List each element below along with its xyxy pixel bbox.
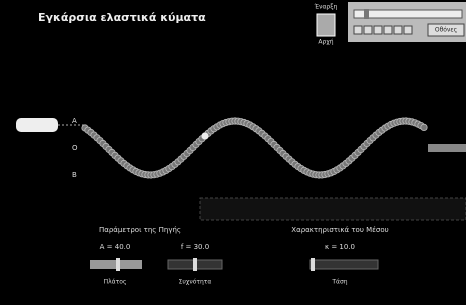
slider-readout: A = 40.0 bbox=[100, 243, 131, 251]
start-button[interactable] bbox=[317, 14, 335, 36]
slider-readout: f = 30.0 bbox=[181, 243, 209, 251]
page: Εγκάρσια ελαστικά κύματα Έναρξη Αρχή Οθό… bbox=[0, 0, 466, 305]
tool-button[interactable] bbox=[404, 26, 412, 34]
section-title: Χαρακτηριστικά του Μέσου bbox=[291, 226, 388, 234]
slider-knob[interactable] bbox=[311, 258, 315, 271]
point-label: O bbox=[72, 144, 78, 152]
slider-readout: κ = 10.0 bbox=[325, 243, 355, 251]
start-label: Έναρξη bbox=[314, 4, 338, 11]
tool-button[interactable] bbox=[354, 26, 362, 34]
slider-knob[interactable] bbox=[193, 258, 197, 271]
slider[interactable] bbox=[310, 260, 378, 269]
background bbox=[0, 0, 466, 305]
marked-bead bbox=[202, 133, 209, 140]
wave-bead bbox=[421, 124, 427, 130]
ruler bbox=[200, 198, 466, 220]
slider-label: Τάση bbox=[331, 279, 347, 286]
title: Εγκάρσια ελαστικά κύματα bbox=[38, 11, 206, 24]
tool-button[interactable] bbox=[374, 26, 382, 34]
string-tail bbox=[428, 144, 466, 152]
slider-label: Συχνότητα bbox=[179, 279, 212, 286]
tool-button[interactable] bbox=[394, 26, 402, 34]
options-label: Οθόνες bbox=[435, 27, 457, 34]
slider-label: Πλάτος bbox=[104, 279, 127, 286]
simulation: Εγκάρσια ελαστικά κύματα Έναρξη Αρχή Οθό… bbox=[0, 0, 466, 305]
time-knob[interactable] bbox=[364, 9, 369, 19]
time-slider[interactable] bbox=[354, 10, 462, 18]
slider-knob[interactable] bbox=[116, 258, 120, 271]
section-title: Παράμετροι της Πηγής bbox=[99, 226, 181, 234]
point-label: B bbox=[72, 171, 77, 179]
point-label: A bbox=[72, 117, 77, 125]
tool-button[interactable] bbox=[384, 26, 392, 34]
hand bbox=[16, 118, 58, 132]
tool-button[interactable] bbox=[364, 26, 372, 34]
reset-label: Αρχή bbox=[318, 39, 333, 46]
